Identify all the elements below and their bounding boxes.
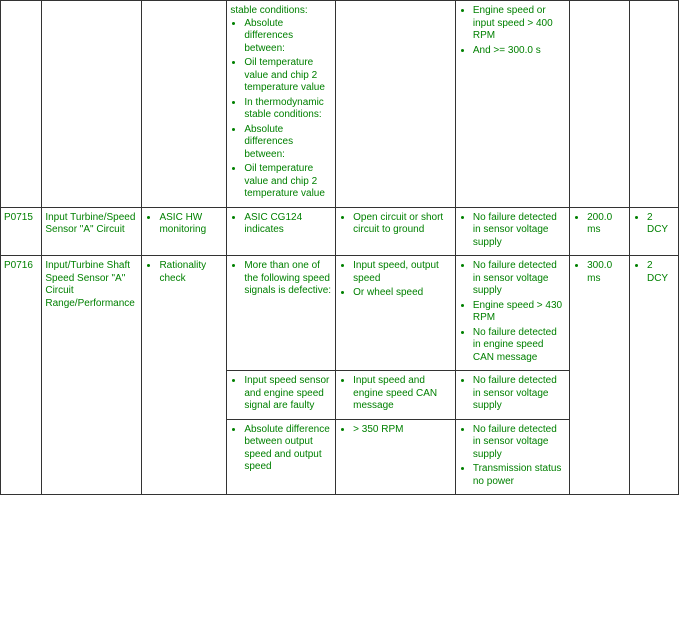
cell-code bbox=[1, 1, 42, 208]
list-item: ASIC CG124 indicates bbox=[244, 212, 332, 237]
text: stable conditions: bbox=[230, 5, 332, 18]
list-item: Oil temperature value and chip 2 tempera… bbox=[244, 163, 332, 201]
list-item: Open circuit or short circuit to ground bbox=[353, 212, 452, 237]
cell-secondary: No failure detected in sensor voltage su… bbox=[455, 419, 569, 495]
list-item: No failure detected in sensor voltage su… bbox=[473, 424, 566, 462]
list-item: In thermodynamic stable conditions: bbox=[244, 97, 332, 122]
list-item: ASIC HW monitoring bbox=[159, 212, 223, 237]
cell-threshold: Input speed, output speed Or wheel speed bbox=[336, 256, 456, 371]
cell-time: 300.0 ms bbox=[570, 256, 630, 495]
table-row: P0715 Input Turbine/Speed Sensor "A" Cir… bbox=[1, 207, 679, 256]
cell-threshold: Open circuit or short circuit to ground bbox=[336, 207, 456, 256]
list-item: Oil temperature value and chip 2 tempera… bbox=[244, 57, 332, 95]
cell-strategy bbox=[142, 1, 227, 208]
list-item: No failure detected in sensor voltage su… bbox=[473, 260, 566, 298]
list-item: No failure detected in sensor voltage su… bbox=[473, 375, 566, 413]
cell-strategy: ASIC HW monitoring bbox=[142, 207, 227, 256]
cell-mil: 2 DCY bbox=[629, 256, 678, 495]
list-item: Absolute differences between: bbox=[244, 18, 332, 56]
cell-name bbox=[42, 1, 142, 208]
cell-threshold bbox=[336, 1, 456, 208]
list-item: > 350 RPM bbox=[353, 424, 452, 437]
cell-time: 200.0 ms bbox=[570, 207, 630, 256]
cell-malfunction: ASIC CG124 indicates bbox=[227, 207, 336, 256]
list-item: 2 DCY bbox=[647, 260, 675, 285]
cell-mil: 2 DCY bbox=[629, 207, 678, 256]
list-item: Or wheel speed bbox=[353, 287, 452, 300]
cell-secondary: No failure detected in sensor voltage su… bbox=[455, 371, 569, 420]
list-item: Rationality check bbox=[159, 260, 223, 285]
cell-code: P0716 bbox=[1, 256, 42, 495]
list-item: Input speed, output speed bbox=[353, 260, 452, 285]
table-row: stable conditions: Absolute differences … bbox=[1, 1, 679, 208]
cell-time bbox=[570, 1, 630, 208]
list-item: No failure detected in sensor voltage su… bbox=[473, 212, 566, 250]
list-item: 2 DCY bbox=[647, 212, 675, 237]
cell-code: P0715 bbox=[1, 207, 42, 256]
cell-malfunction: stable conditions: Absolute differences … bbox=[227, 1, 336, 208]
cell-name: Input Turbine/Speed Sensor "A" Circuit bbox=[42, 207, 142, 256]
list-item: No failure detected in engine speed CAN … bbox=[473, 327, 566, 365]
list-item: 200.0 ms bbox=[587, 212, 626, 237]
list-item: Engine speed or input speed > 400 RPM bbox=[473, 5, 566, 43]
cell-malfunction: Input speed sensor and engine speed sign… bbox=[227, 371, 336, 420]
cell-threshold: > 350 RPM bbox=[336, 419, 456, 495]
cell-name: Input/Turbine Shaft Speed Sensor "A" Cir… bbox=[42, 256, 142, 495]
list-item: More than one of the following speed sig… bbox=[244, 260, 332, 298]
cell-secondary: No failure detected in sensor voltage su… bbox=[455, 207, 569, 256]
list-item: Transmission status no power bbox=[473, 463, 566, 488]
cell-secondary: Engine speed or input speed > 400 RPM An… bbox=[455, 1, 569, 208]
list-item: Absolute differences between: bbox=[244, 124, 332, 162]
list-item: And >= 300.0 s bbox=[473, 45, 566, 58]
list-item: Absolute difference between output speed… bbox=[244, 424, 332, 474]
table-row: P0716 Input/Turbine Shaft Speed Sensor "… bbox=[1, 256, 679, 371]
cell-malfunction: Absolute difference between output speed… bbox=[227, 419, 336, 495]
cell-malfunction: More than one of the following speed sig… bbox=[227, 256, 336, 371]
cell-secondary: No failure detected in sensor voltage su… bbox=[455, 256, 569, 371]
diagnostic-table: stable conditions: Absolute differences … bbox=[0, 0, 679, 495]
list-item: 300.0 ms bbox=[587, 260, 626, 285]
list-item: Engine speed > 430 RPM bbox=[473, 300, 566, 325]
cell-threshold: Input speed and engine speed CAN message bbox=[336, 371, 456, 420]
list-item: Input speed and engine speed CAN message bbox=[353, 375, 452, 413]
cell-mil bbox=[629, 1, 678, 208]
list-item: Input speed sensor and engine speed sign… bbox=[244, 375, 332, 413]
cell-strategy: Rationality check bbox=[142, 256, 227, 495]
